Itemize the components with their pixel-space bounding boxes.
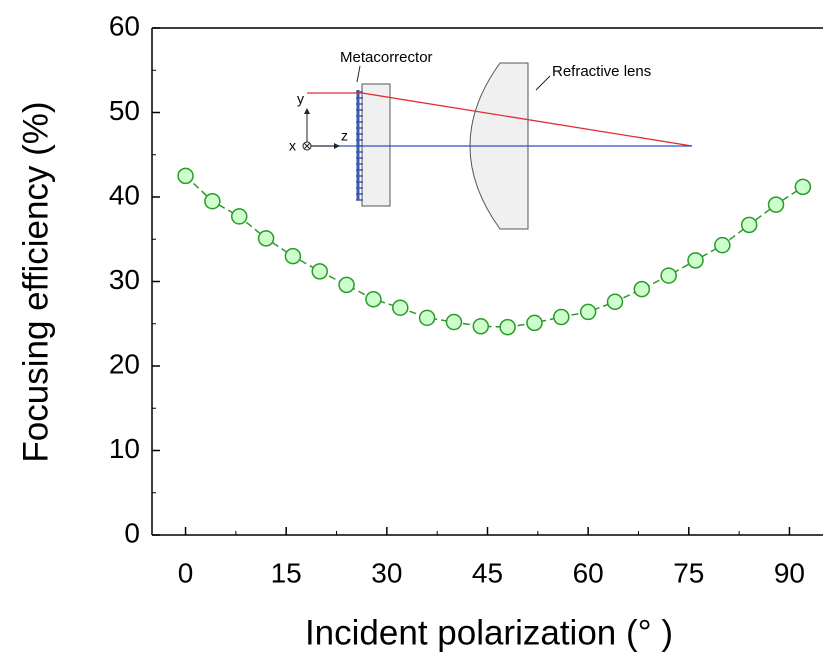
data-point: [579, 303, 597, 321]
data-point: [767, 196, 785, 213]
inset-label: z: [341, 128, 348, 144]
data-point: [714, 236, 731, 254]
data-point: [660, 267, 677, 284]
x-tick-label: 75: [673, 557, 704, 588]
x-tick-label: 60: [573, 557, 604, 588]
x-tick-label: 90: [774, 557, 805, 588]
data-point: [365, 290, 382, 308]
y-tick-label: 0: [124, 517, 140, 548]
inset-label: Metacorrector: [340, 49, 433, 66]
data-point: [687, 252, 704, 269]
data-point: [418, 309, 436, 327]
y-tick-label: 20: [109, 348, 140, 379]
x-tick-label: 30: [371, 557, 402, 588]
y-axis-title: Focusing efficiency (%): [16, 101, 55, 462]
inset-diagram: Metacorrector Refractive lens y z x: [289, 49, 693, 230]
data-point: [553, 308, 570, 326]
y-tick-label: 40: [109, 179, 140, 210]
data-point: [284, 247, 302, 265]
data-point: [740, 216, 758, 234]
inset-label: x: [289, 138, 296, 154]
data-point: [204, 192, 221, 210]
data-point: [230, 208, 248, 225]
x-tick-label: 0: [178, 557, 194, 588]
inset-label: y: [297, 91, 304, 107]
data-point: [794, 178, 812, 196]
y-tick-label: 50: [109, 95, 140, 126]
inset-label: Refractive lens: [552, 63, 651, 80]
x-tick-label: 15: [271, 557, 302, 588]
data-point: [311, 263, 328, 280]
data-point: [606, 293, 624, 311]
data-point: [633, 280, 651, 298]
y-tick-label: 60: [109, 10, 140, 41]
data-point: [472, 318, 490, 335]
data-point: [392, 299, 409, 316]
data-point: [257, 230, 275, 247]
data-point: [338, 276, 355, 294]
data-point: [499, 318, 516, 336]
data-point: [445, 313, 463, 331]
data-point: [177, 167, 194, 185]
y-tick-label: 30: [109, 264, 140, 295]
data-point: [526, 314, 543, 332]
y-tick-label: 10: [109, 433, 140, 464]
x-axis-title: Incident polarization (° ): [305, 613, 673, 652]
x-tick-label: 45: [472, 557, 503, 588]
